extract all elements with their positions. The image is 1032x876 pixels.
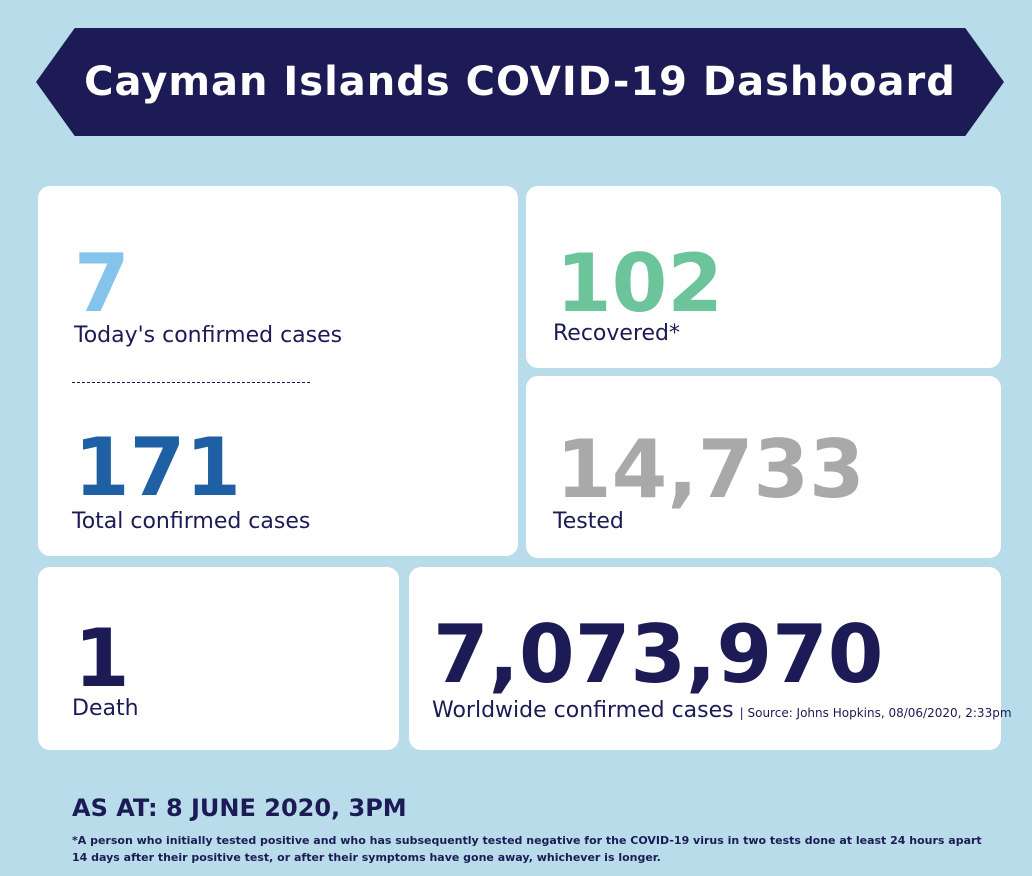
tested-label: Tested (553, 509, 624, 534)
worldwide-source: | Source: Johns Hopkins, 08/06/2020, 2:3… (739, 706, 1012, 720)
today-cases-value: 7 (74, 237, 130, 330)
header-banner: Cayman Islands COVID-19 Dashboard (36, 28, 1004, 136)
tested-value: 14,733 (556, 423, 865, 516)
recovered-card: 102 Recovered* (526, 186, 1001, 368)
death-label: Death (72, 696, 139, 721)
worldwide-value: 7,073,970 (433, 608, 884, 701)
worldwide-card: 7,073,970 Worldwide confirmed cases | Sou… (409, 567, 1012, 750)
as-at-date: AS AT: 8 JUNE 2020, 3PM (72, 794, 407, 822)
recovered-label: Recovered* (553, 321, 681, 346)
worldwide-label-row: Worldwide confirmed cases | Source: Johns… (432, 698, 1012, 723)
cases-divider (72, 382, 310, 383)
recovered-value: 102 (556, 237, 723, 330)
total-cases-label: Total confirmed cases (72, 509, 311, 534)
today-cases-label: Today's confirmed cases (74, 323, 343, 348)
total-cases-value: 171 (74, 421, 241, 514)
tested-card: 14,733 Tested (526, 376, 1001, 558)
confirmed-cases-card: 7 Today's confirmed cases 171 Total conf… (38, 186, 518, 556)
death-value: 1 (74, 612, 130, 705)
recovered-footnote: *A person who initially tested positive … (72, 834, 982, 864)
worldwide-label: Worldwide confirmed cases (432, 698, 734, 723)
death-card: 1 Death (38, 567, 399, 750)
dashboard-title: Cayman Islands COVID-19 Dashboard (84, 59, 956, 105)
